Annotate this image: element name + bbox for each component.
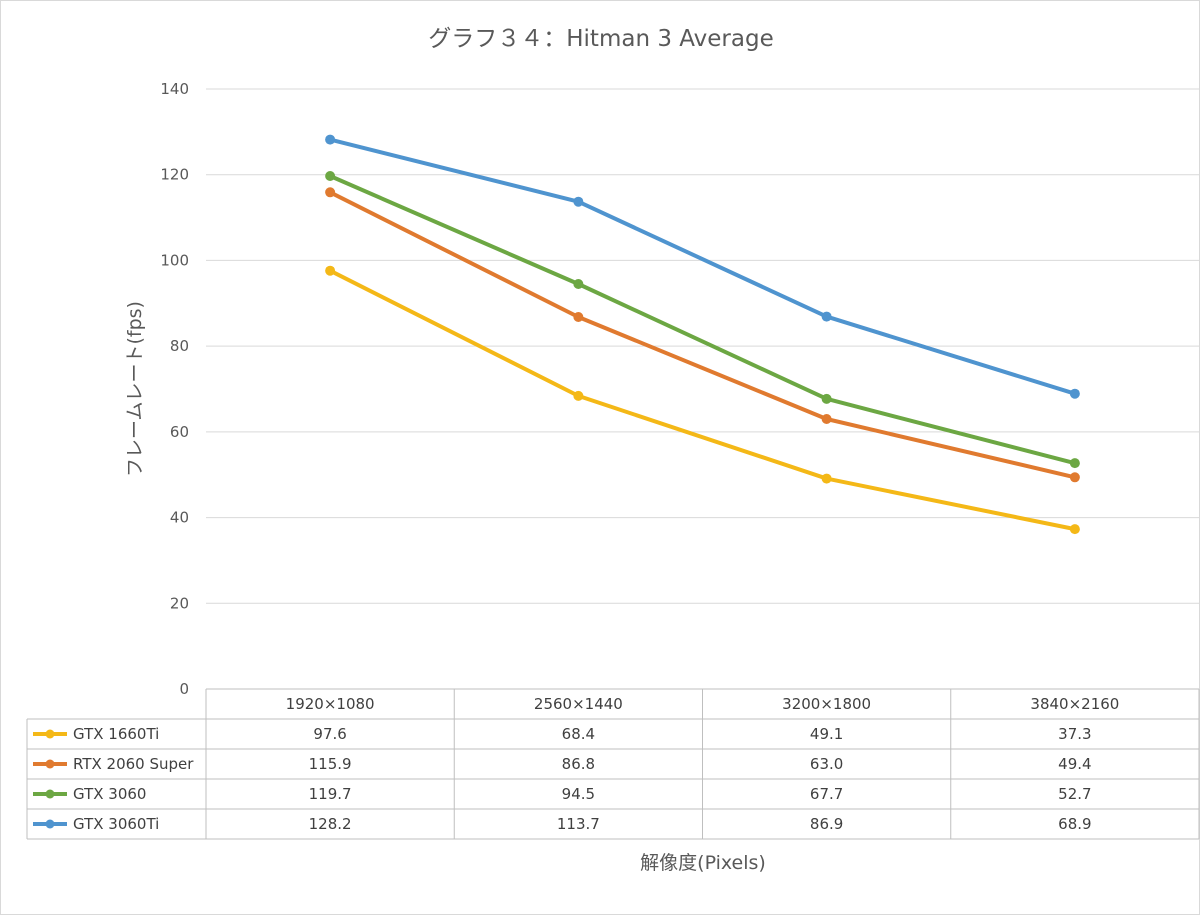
- series-line: [328, 174, 1077, 466]
- legend-key-marker: [45, 729, 55, 739]
- y-tick-label: 120: [160, 166, 189, 184]
- data-label: 86.8: [562, 755, 595, 773]
- series: [325, 187, 1080, 483]
- data-point: [573, 196, 584, 207]
- y-tick-label: 20: [170, 594, 189, 612]
- data-point: [821, 414, 832, 424]
- gridlines: [206, 88, 1199, 604]
- series: [325, 265, 1080, 535]
- legend-label: GTX 3060Ti: [73, 815, 159, 833]
- chart-title: グラフ３４：Hitman 3 Average: [428, 26, 773, 52]
- data-point: [1069, 472, 1080, 483]
- series: [325, 134, 1080, 399]
- legend-key-marker: [45, 759, 55, 769]
- data-label: 52.7: [1058, 785, 1091, 803]
- legend-label: GTX 3060: [73, 785, 146, 803]
- data-label: 115.9: [309, 755, 352, 773]
- y-tick-label: 40: [170, 509, 189, 527]
- data-point: [573, 279, 584, 289]
- data-label: 68.9: [1058, 815, 1091, 833]
- data-label: 49.1: [810, 725, 843, 743]
- data-point: [325, 265, 336, 276]
- data-point: [325, 134, 336, 145]
- series-line: [328, 190, 1077, 480]
- data-label: 63.0: [810, 755, 843, 773]
- data-label: 37.3: [1058, 725, 1091, 743]
- data-point: [573, 390, 584, 401]
- legend-label: GTX 1660Ti: [73, 725, 159, 743]
- series-line: [328, 137, 1077, 396]
- series-lines: [325, 134, 1080, 535]
- y-tick-label: 80: [170, 337, 189, 355]
- x-tick-label: 2560×1440: [534, 695, 623, 713]
- data-label: 49.4: [1058, 755, 1091, 773]
- data-point: [573, 312, 584, 322]
- y-axis-title: フレームレート(fps): [124, 301, 146, 477]
- data-label: 86.9: [810, 815, 843, 833]
- data-label: 94.5: [562, 785, 595, 803]
- x-tick-label: 1920×1080: [286, 695, 375, 713]
- x-tick-label: 3200×1800: [782, 695, 871, 713]
- data-point: [1069, 388, 1080, 399]
- data-label: 68.4: [562, 725, 595, 743]
- series: [325, 171, 1080, 469]
- legend-key-marker: [45, 819, 55, 829]
- y-tick-label: 60: [170, 423, 189, 441]
- data-point: [1069, 458, 1080, 469]
- y-tick-label: 100: [160, 251, 189, 269]
- y-tick-label: 140: [160, 80, 189, 98]
- y-axis-ticks: 0 20 40 60 80 100 120 140: [160, 80, 189, 698]
- data-table: 1920×1080 2560×1440 3200×1800 3840×2160 GTX …: [26, 688, 1200, 840]
- y-tick-label: 0: [179, 680, 189, 698]
- data-point: [325, 187, 336, 198]
- data-label: 97.6: [313, 725, 346, 743]
- data-point: [1069, 524, 1080, 535]
- data-label: 67.7: [810, 785, 843, 803]
- data-point: [821, 311, 832, 322]
- data-point: [821, 393, 832, 404]
- legend-key-marker: [45, 789, 55, 799]
- legend-label: RTX 2060 Super: [73, 755, 194, 773]
- series-line: [328, 268, 1077, 532]
- data-point: [821, 473, 832, 484]
- data-label: 113.7: [557, 815, 600, 833]
- data-point: [325, 171, 336, 181]
- data-label: 128.2: [309, 815, 352, 833]
- x-tick-label: 3840×2160: [1030, 695, 1119, 713]
- x-axis-title: 解像度(Pixels): [640, 852, 766, 874]
- data-label: 119.7: [309, 785, 352, 803]
